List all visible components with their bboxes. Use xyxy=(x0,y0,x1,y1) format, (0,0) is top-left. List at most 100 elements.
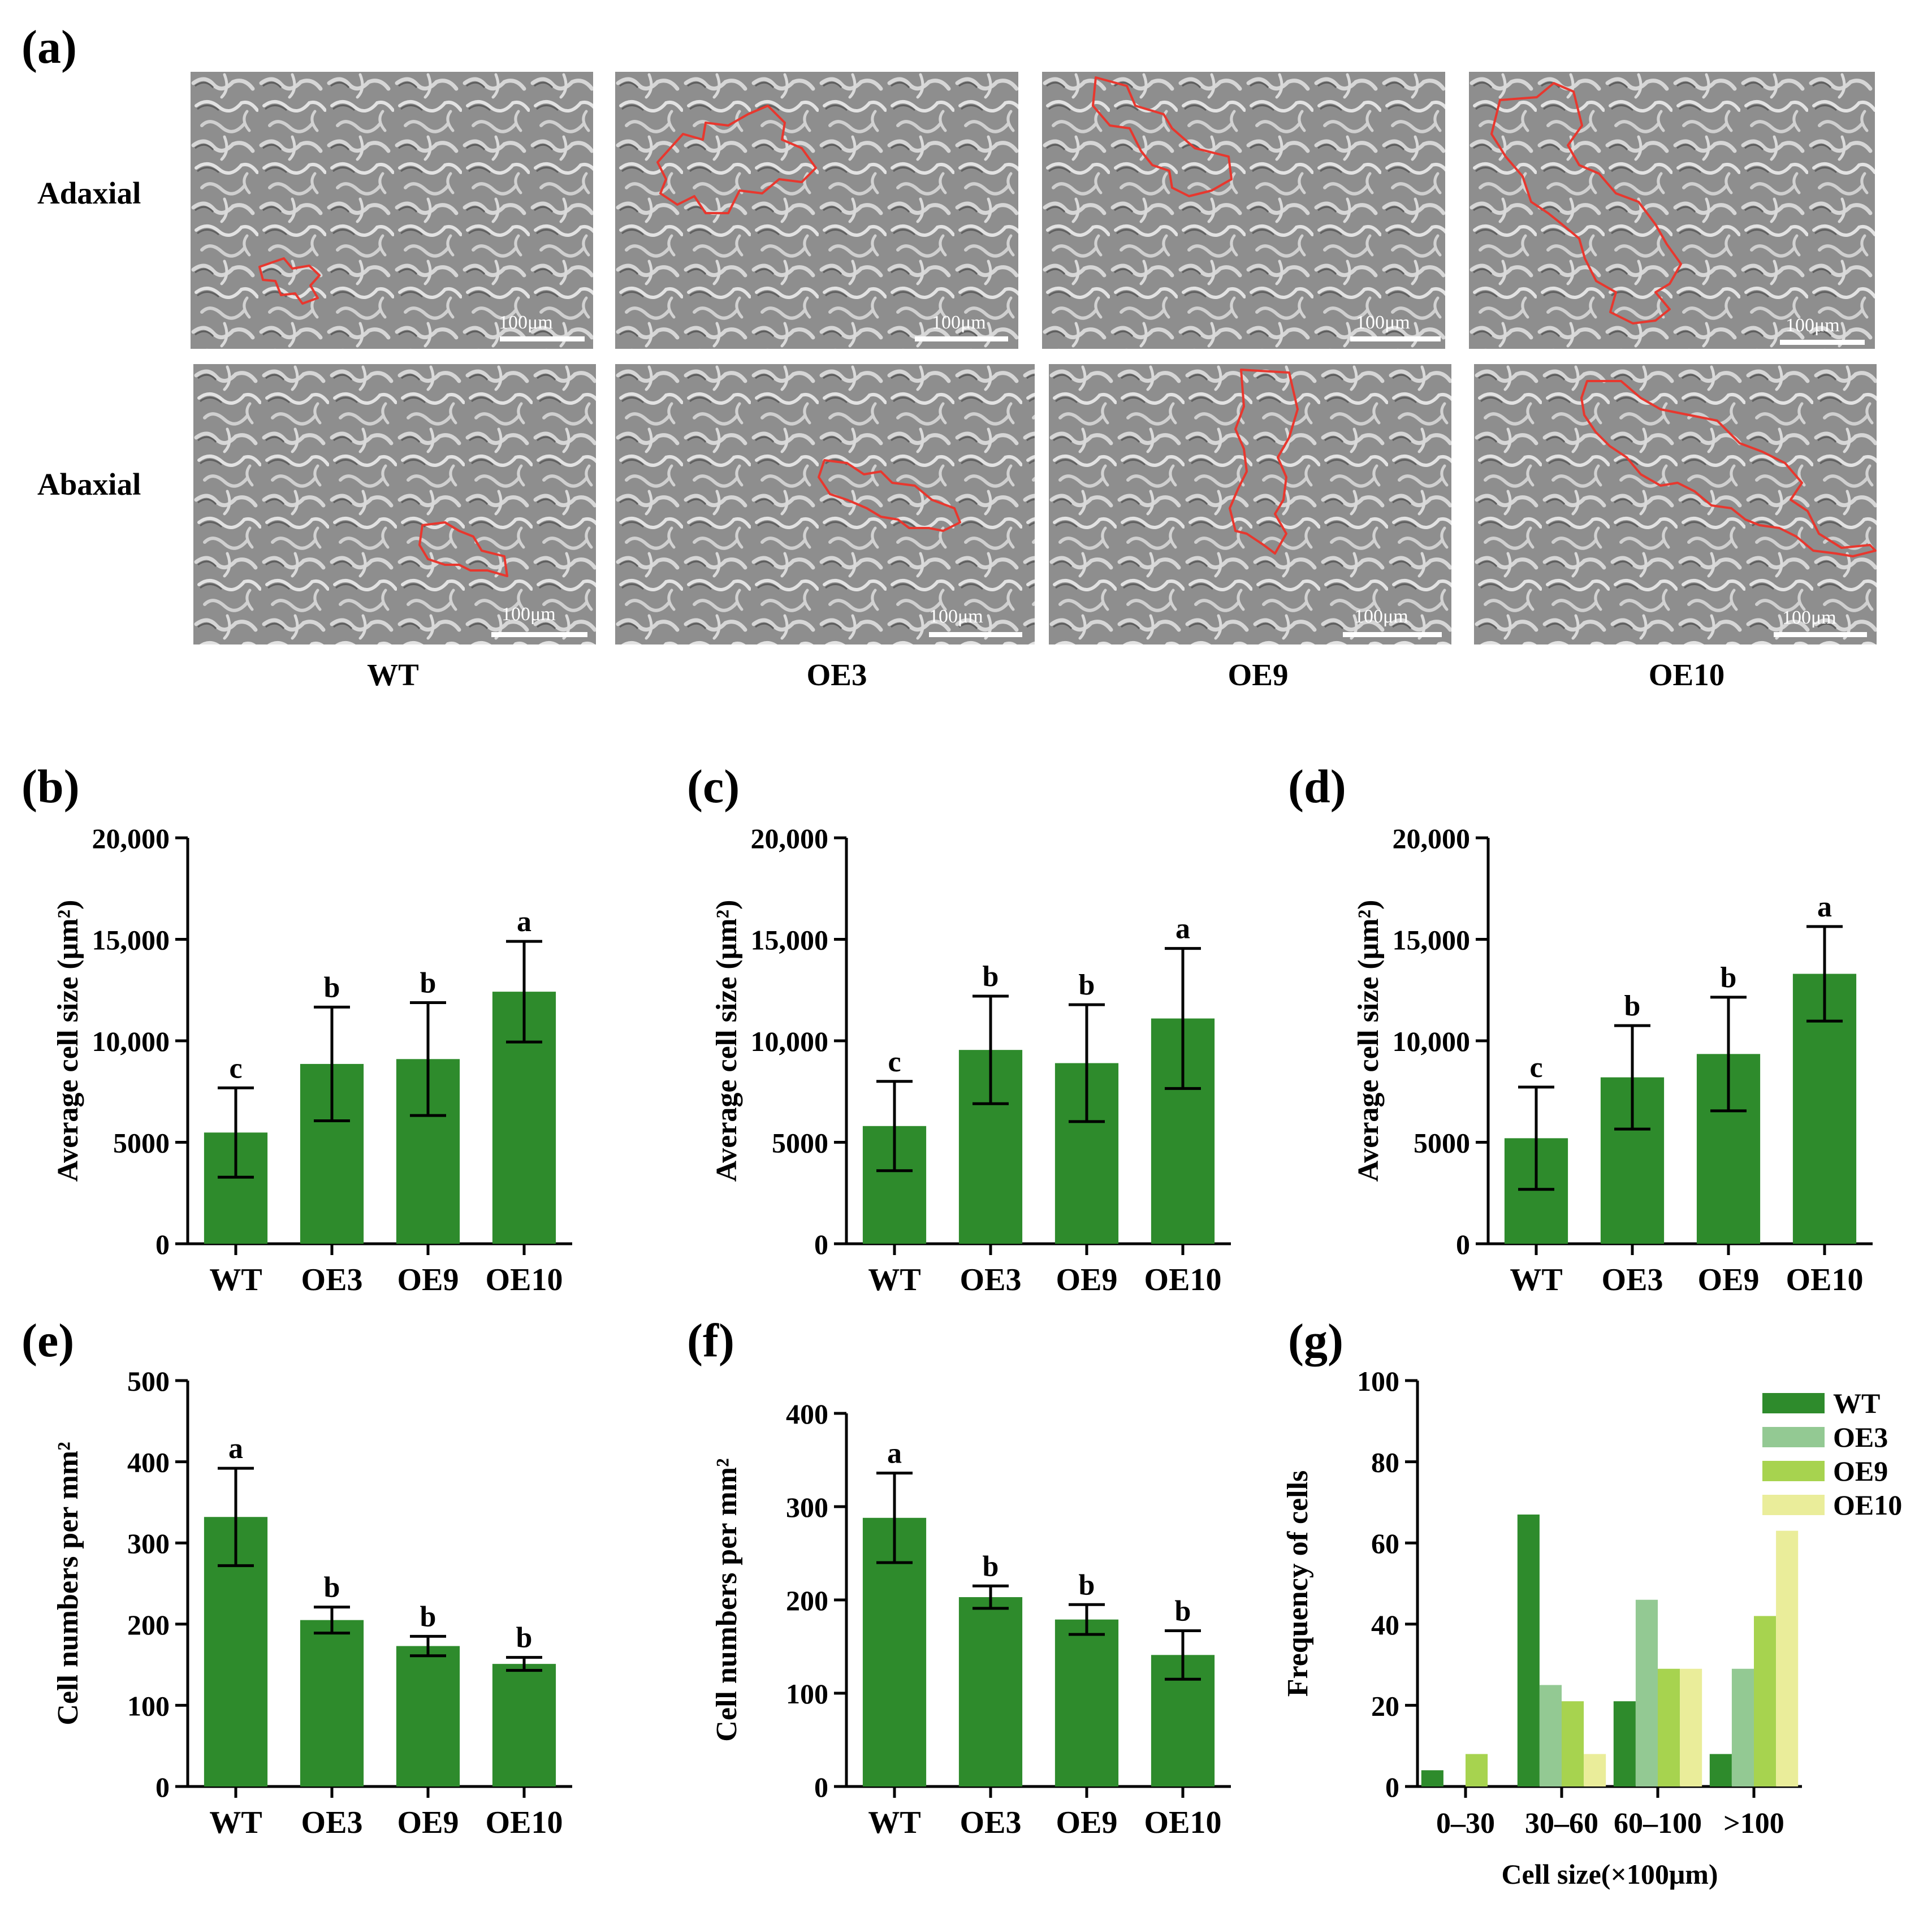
y-tick-label: 100 xyxy=(786,1678,828,1710)
y-tick-label: 0 xyxy=(814,1771,828,1803)
y-tick-label: 0 xyxy=(1456,1228,1470,1260)
legend-label-oe10: OE10 xyxy=(1833,1489,1902,1521)
bar-wt-100 xyxy=(1709,1754,1732,1786)
significance-letter: b xyxy=(983,1550,999,1582)
bar-oe3 xyxy=(300,1620,364,1786)
bar-oe10-30-60 xyxy=(1584,1754,1606,1786)
y-tick-label: 300 xyxy=(786,1491,828,1523)
x-tick-label: >100 xyxy=(1723,1807,1784,1840)
scale-bar xyxy=(1780,340,1865,345)
x-tick-label: WT xyxy=(209,1805,262,1840)
significance-letter: b xyxy=(1079,969,1095,1001)
x-tick-label: OE9 xyxy=(1056,1805,1118,1840)
significance-letter: b xyxy=(1721,962,1737,994)
significance-letter: b xyxy=(516,1622,533,1654)
epidermis-texture xyxy=(1469,72,1875,349)
x-tick-label: WT xyxy=(868,1805,920,1840)
significance-letter: c xyxy=(229,1052,242,1084)
bar-wt-0-30 xyxy=(1421,1770,1443,1786)
bar-oe3-100 xyxy=(1731,1668,1754,1786)
bar-oe3-60-100 xyxy=(1635,1599,1658,1786)
y-tick-label: 15,000 xyxy=(1393,924,1471,956)
scale-bar-label: 100μm xyxy=(929,606,983,627)
cell-outline xyxy=(258,257,321,305)
legend-swatch-oe9 xyxy=(1762,1461,1825,1481)
panel-letter-d: (d) xyxy=(1288,760,1346,813)
x-tick-label: OE9 xyxy=(1698,1262,1760,1297)
sem-image-adaxial-oe3: 100μm xyxy=(615,72,1018,349)
y-tick-label: 5000 xyxy=(1414,1127,1470,1159)
y-tick-label: 10,000 xyxy=(751,1026,829,1057)
chart-c-average-cell-size: 0 5000 10,000 15,000 20,000 Average cell size… xyxy=(711,823,1231,1297)
column-label-wt: WT xyxy=(367,657,419,692)
significance-letter: c xyxy=(1529,1052,1542,1084)
y-tick-label: 10,000 xyxy=(92,1026,170,1057)
y-axis-label: Frequency of cells xyxy=(1283,1470,1314,1697)
x-tick-label: 30–60 xyxy=(1525,1807,1598,1840)
x-tick-label: 0–30 xyxy=(1436,1807,1495,1840)
scale-bar xyxy=(491,632,587,637)
bar-oe9 xyxy=(396,1646,460,1786)
y-tick-label: 0 xyxy=(814,1228,828,1260)
x-tick-label: OE9 xyxy=(397,1805,459,1840)
y-tick-label: 100 xyxy=(127,1690,170,1721)
significance-letter: b xyxy=(1624,990,1641,1022)
y-tick-label: 15,000 xyxy=(92,924,170,956)
y-tick-label: 300 xyxy=(127,1528,170,1559)
cell-outline xyxy=(1092,76,1233,197)
y-tick-label: 100 xyxy=(1357,1365,1399,1397)
cell-outline xyxy=(418,521,508,577)
panel-letter-g: (g) xyxy=(1288,1314,1343,1367)
significance-letter: a xyxy=(1817,891,1832,923)
cell-outline xyxy=(1229,369,1299,555)
column-label-oe9: OE9 xyxy=(1228,657,1289,692)
bar-oe10-100 xyxy=(1776,1530,1799,1786)
y-tick-label: 20 xyxy=(1371,1690,1399,1721)
legend-swatch-wt xyxy=(1762,1393,1825,1413)
scale-bar xyxy=(929,632,1022,637)
significance-letter: c xyxy=(888,1046,901,1078)
scale-bar xyxy=(1350,336,1441,341)
panel-letter-a: (a) xyxy=(21,21,77,73)
significance-letter: a xyxy=(228,1433,243,1465)
y-tick-label: 20,000 xyxy=(1393,823,1471,854)
x-tick-label: OE3 xyxy=(1602,1262,1663,1297)
bar-oe9-30-60 xyxy=(1562,1701,1584,1786)
bar-oe9-100 xyxy=(1754,1616,1777,1786)
x-tick-label: 60–100 xyxy=(1614,1807,1702,1840)
epidermis-texture xyxy=(615,72,1018,349)
y-tick-label: 5000 xyxy=(772,1127,828,1159)
bar-oe9 xyxy=(1054,1619,1119,1786)
epidermis-texture xyxy=(191,72,593,349)
scale-bar-label: 100μm xyxy=(1782,607,1836,628)
bar-wt-60-100 xyxy=(1613,1701,1636,1786)
panel-letter-e: (e) xyxy=(21,1314,75,1367)
significance-letter: b xyxy=(324,971,340,1003)
column-label-oe3: OE3 xyxy=(806,657,867,692)
sem-image-adaxial-wt: 100μm xyxy=(191,72,593,349)
y-tick-label: 200 xyxy=(127,1609,170,1641)
y-tick-label: 80 xyxy=(1371,1447,1399,1478)
scale-bar-label: 100μm xyxy=(1356,312,1410,333)
row-label-adaxial: Adaxial xyxy=(37,176,141,210)
epidermis-texture xyxy=(1474,364,1877,644)
bar-wt-30-60 xyxy=(1517,1514,1540,1786)
chart-d-average-cell-size: 0 5000 10,000 15,000 20,000 Average cell size… xyxy=(1352,823,1873,1297)
scale-bar-label: 100μm xyxy=(1354,606,1408,627)
epidermis-texture xyxy=(615,364,1035,644)
sem-image-abaxial-wt: 100μm xyxy=(193,364,596,644)
x-tick-label: OE10 xyxy=(1144,1805,1222,1840)
x-tick-label: OE9 xyxy=(1056,1262,1118,1297)
bar-oe9-60-100 xyxy=(1658,1668,1680,1786)
cell-outline xyxy=(656,105,817,214)
significance-letter: b xyxy=(324,1572,340,1604)
y-tick-label: 500 xyxy=(127,1365,170,1397)
y-tick-label: 20,000 xyxy=(92,823,170,854)
bar-oe10-60-100 xyxy=(1680,1668,1702,1786)
y-tick-label: 20,000 xyxy=(751,823,829,854)
y-tick-label: 0 xyxy=(155,1228,170,1260)
significance-letter: b xyxy=(983,961,999,993)
x-tick-label: OE3 xyxy=(960,1262,1022,1297)
legend-swatch-oe10 xyxy=(1762,1495,1825,1515)
x-tick-label: OE10 xyxy=(1144,1262,1222,1297)
